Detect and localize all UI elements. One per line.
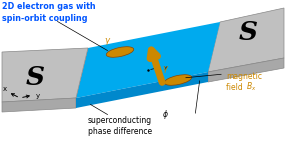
Text: magnetic
field: magnetic field	[226, 72, 262, 92]
Text: y: y	[36, 93, 40, 99]
Polygon shape	[2, 48, 88, 102]
Text: $\gamma$: $\gamma$	[104, 36, 112, 47]
Text: $\phi$: $\phi$	[162, 108, 169, 121]
Polygon shape	[208, 8, 284, 72]
Polygon shape	[208, 58, 284, 82]
Text: superconducting
phase difference: superconducting phase difference	[88, 116, 154, 136]
Polygon shape	[2, 98, 76, 112]
FancyArrowPatch shape	[150, 50, 162, 82]
Text: $\gamma$: $\gamma$	[162, 64, 170, 75]
Text: S: S	[238, 20, 257, 44]
Text: 2D electron gas with
spin-orbit coupling: 2D electron gas with spin-orbit coupling	[2, 2, 96, 23]
Text: $B_x$: $B_x$	[246, 80, 256, 92]
Polygon shape	[76, 22, 220, 98]
Polygon shape	[76, 72, 208, 108]
Ellipse shape	[106, 47, 134, 57]
Ellipse shape	[164, 75, 192, 85]
Text: y: y	[164, 64, 168, 69]
Text: x: x	[3, 86, 7, 92]
Text: S: S	[26, 64, 45, 89]
